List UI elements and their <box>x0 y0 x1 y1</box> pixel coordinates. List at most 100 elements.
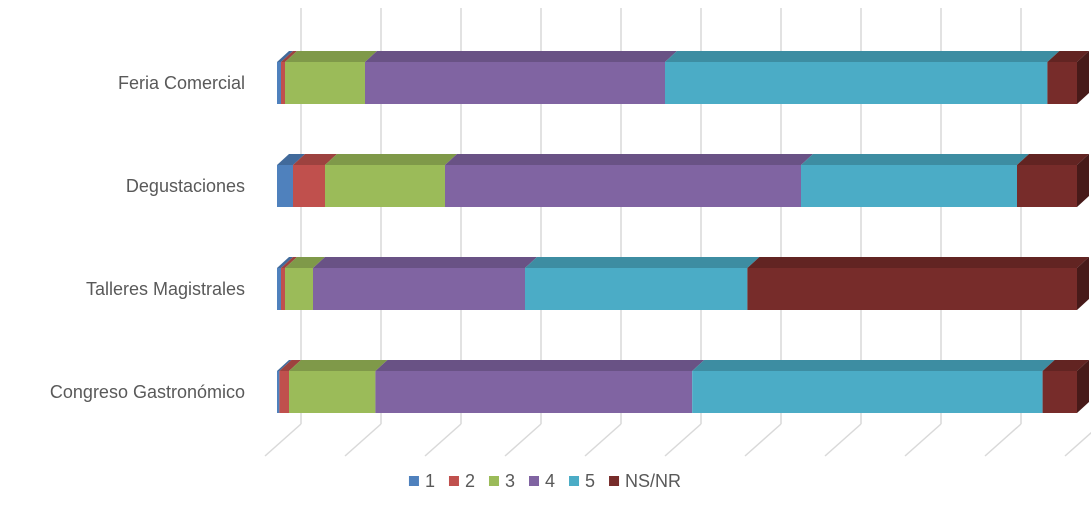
bar-1-series-1 <box>293 154 337 207</box>
bar-top-face <box>277 154 305 165</box>
bar-front-face <box>281 268 285 310</box>
bar-top-face <box>285 257 325 268</box>
legend-swatch <box>609 476 620 486</box>
bar-front-face <box>277 268 281 310</box>
bar-front-face <box>277 371 280 413</box>
bar-top-face <box>277 257 293 268</box>
bar-front-face <box>277 165 293 207</box>
bar-front-face <box>281 62 285 104</box>
bar-front-face <box>325 165 445 207</box>
bar-3-series-2 <box>289 360 388 413</box>
bar-3-series-4 <box>692 360 1055 413</box>
bar-front-face <box>313 268 525 310</box>
floor-gridline-7 <box>824 423 862 457</box>
bar-top-face <box>1017 154 1089 165</box>
bar-top-face <box>279 360 301 371</box>
legend-swatch <box>569 476 580 486</box>
bar-1-series-0 <box>277 154 305 207</box>
bar-top-face <box>525 257 760 268</box>
bar-front-face <box>279 371 289 413</box>
legend-label: NS/NR <box>625 471 681 491</box>
legend-item-5: NS/NR <box>609 471 681 491</box>
bar-0-series-0 <box>277 51 293 104</box>
bar-top-face <box>281 51 297 62</box>
bar-front-face <box>1017 165 1077 207</box>
floor-gridline-0 <box>264 423 302 457</box>
legend-swatch <box>448 476 459 486</box>
bar-2-series-3 <box>313 257 537 310</box>
bar-front-face <box>375 371 693 413</box>
bar-front-face <box>1047 62 1077 104</box>
legend-item-0: 1 <box>408 471 435 491</box>
bar-front-face <box>285 62 365 104</box>
legend-item-2: 3 <box>488 471 515 491</box>
bar-0-side-face <box>1077 51 1089 104</box>
bar-2-series-1 <box>281 257 297 310</box>
legend-label: 5 <box>585 471 595 491</box>
bar-3-series-1 <box>279 360 301 413</box>
bar-top-face <box>375 360 705 371</box>
floor-gridline-9 <box>984 423 1022 457</box>
legend-swatch <box>488 476 499 486</box>
bar-top-face <box>281 257 297 268</box>
category-label-3: Congreso Gastronómico <box>50 382 245 402</box>
bar-1-series-3 <box>445 154 813 207</box>
legend-swatch <box>529 476 539 486</box>
bar-1-side-face <box>1077 154 1089 207</box>
bar-front-face <box>285 268 313 310</box>
legend-item-1: 2 <box>448 471 475 491</box>
bar-front-face <box>665 62 1048 104</box>
bar-top-face <box>277 360 292 371</box>
category-label-1: Degustaciones <box>126 176 245 196</box>
bar-0-series-1 <box>281 51 297 104</box>
bar-top-face <box>445 154 813 165</box>
bar-3-series-5 <box>1042 360 1089 413</box>
bar-front-face <box>747 268 1077 310</box>
bar-1-series-4 <box>801 154 1029 207</box>
bar-top-face <box>365 51 677 62</box>
bar-top-face <box>289 360 388 371</box>
bar-2-series-4 <box>525 257 760 310</box>
floor-gridline-1 <box>344 423 382 457</box>
floor-gridline-10 <box>1064 431 1091 457</box>
bar-3-series-3 <box>375 360 705 413</box>
bar-2-series-0 <box>277 257 293 310</box>
bar-front-face <box>289 371 376 413</box>
bar-front-face <box>525 268 748 310</box>
bar-0-series-4 <box>665 51 1060 104</box>
legend-item-4: 5 <box>569 471 595 491</box>
bar-front-face <box>445 165 801 207</box>
bar-top-face <box>285 51 377 62</box>
bar-top-face <box>277 51 293 62</box>
bar-3-side-face <box>1077 360 1089 413</box>
bar-2-series-2 <box>285 257 325 310</box>
legend-item-3: 4 <box>529 471 555 491</box>
bar-top-face <box>293 154 337 165</box>
bar-front-face <box>277 62 281 104</box>
bar-1-series-2 <box>325 154 457 207</box>
bar-top-face <box>665 51 1060 62</box>
floor-gridline-5 <box>664 423 702 457</box>
category-label-2: Talleres Magistrales <box>86 279 245 299</box>
bar-top-face <box>313 257 537 268</box>
legend-label: 4 <box>545 471 555 491</box>
floor-gridline-6 <box>744 423 782 457</box>
floor-gridline-2 <box>424 423 462 457</box>
bar-front-face <box>801 165 1017 207</box>
floor-gridline-4 <box>584 423 622 457</box>
bar-1-series-5 <box>1017 154 1089 207</box>
bar-front-face <box>365 62 665 104</box>
bar-front-face <box>692 371 1043 413</box>
bar-0-series-3 <box>365 51 677 104</box>
legend-swatch <box>408 476 419 486</box>
legend-label: 2 <box>465 471 475 491</box>
floor-gridline-3 <box>504 423 542 457</box>
bar-top-face <box>747 257 1089 268</box>
bar-0-series-2 <box>285 51 377 104</box>
floor-gridline-8 <box>904 423 942 457</box>
bar-0-series-5 <box>1047 51 1089 104</box>
bar-3-series-0 <box>277 360 292 413</box>
bar-front-face <box>293 165 325 207</box>
